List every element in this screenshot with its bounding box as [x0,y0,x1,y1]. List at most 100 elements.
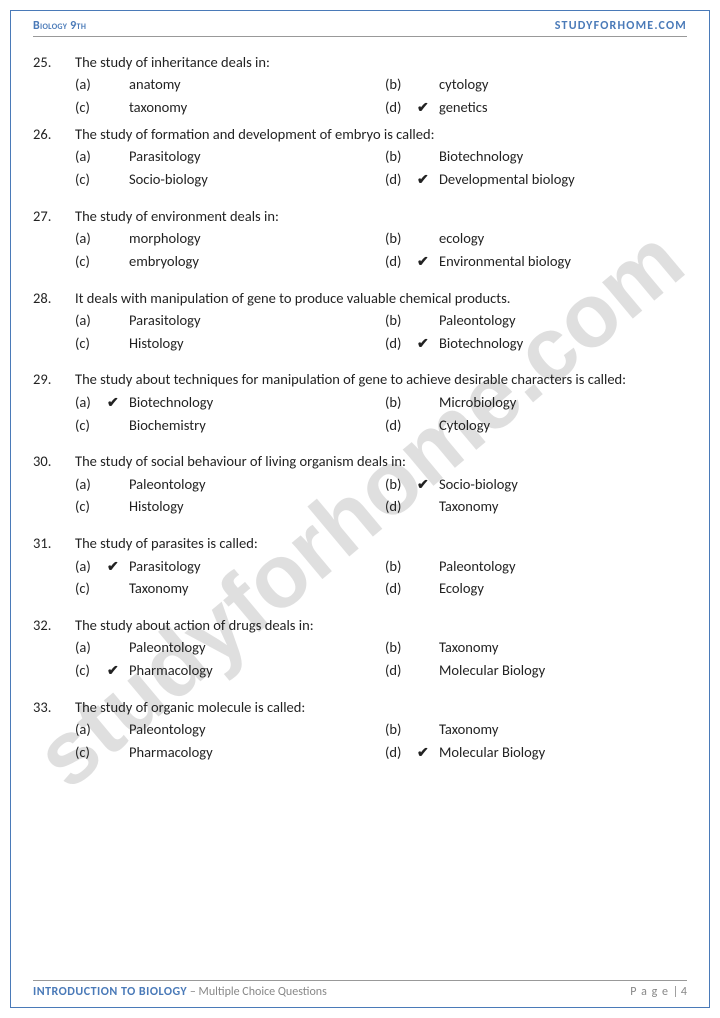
option: (d)✔genetics [385,96,675,119]
footer-page-label: P a g e [630,985,672,999]
check-icon: ✔ [107,660,125,682]
option-label: (a) [75,391,103,413]
option-value: Environmental biology [439,250,675,272]
option: (d)✔Developmental biology [385,168,675,191]
option: (b)✔Biotechnology [385,145,675,168]
question-text: The study of social behaviour of living … [75,450,687,472]
option: (a)✔morphology [75,227,385,250]
option-value: Biotechnology [439,332,675,354]
question-number: 33. [33,696,75,718]
question-number: 30. [33,450,75,472]
option-value: Socio-biology [439,473,675,495]
check-icon: ✔ [417,169,435,191]
footer-title: INTRODUCTION TO BIOLOGY – Multiple Choic… [33,985,327,999]
question-block: 29.The study about techniques for manipu… [33,368,687,436]
option: (a)✔Parasitology [75,555,385,578]
option-label: (c) [75,741,103,763]
question-text: The study about techniques for manipulat… [75,368,687,390]
option-label: (d) [385,96,413,118]
question-block: 27.The study of environment deals in:(a)… [33,205,687,273]
footer-pagenum: P a g e | 4 [630,985,687,999]
question-row: 30.The study of social behaviour of livi… [33,450,687,472]
question-row: 32.The study about action of drugs deals… [33,614,687,636]
option: (c)✔Taxonomy [75,577,385,600]
options-row: (a)✔anatomy(b)✔cytology(c)✔taxonomy(d)✔g… [33,73,687,118]
question-block: 32.The study about action of drugs deals… [33,614,687,682]
option-value: Paleontology [129,473,385,495]
option-label: (c) [75,414,103,436]
check-icon: ✔ [417,742,435,764]
option-value: Biotechnology [129,391,385,413]
option-label: (a) [75,309,103,331]
option-value: Socio-biology [129,168,385,190]
option-value: Histology [129,495,385,517]
option-label: (b) [385,145,413,167]
footer-title-main: INTRODUCTION TO BIOLOGY [33,985,187,999]
question-number: 28. [33,287,75,309]
option-value: Parasitology [129,555,385,577]
option: (c)✔Histology [75,332,385,355]
question-text: The study about action of drugs deals in… [75,614,687,636]
option-value: Paleontology [129,718,385,740]
footer-title-sub: – Multiple Choice Questions [187,985,327,999]
option-value: anatomy [129,73,385,95]
option-value: Taxonomy [439,636,675,658]
option-value: Ecology [439,577,675,599]
option-value: Developmental biology [439,168,675,190]
question-row: 26.The study of formation and developmen… [33,123,687,145]
option-label: (d) [385,414,413,436]
question-number: 26. [33,123,75,145]
option-label: (c) [75,577,103,599]
question-block: 30.The study of social behaviour of livi… [33,450,687,518]
option-value: Cytology [439,414,675,436]
option: (c)✔Biochemistry [75,414,385,437]
options-row: (a)✔Parasitology(b)✔Paleontology(c)✔Hist… [33,309,687,354]
question-text: The study of formation and development o… [75,123,687,145]
option-label: (d) [385,250,413,272]
option: (b)✔Paleontology [385,309,675,332]
options-row: (a)✔morphology(b)✔ecology(c)✔embryology(… [33,227,687,272]
option-label: (b) [385,636,413,658]
option: (b)✔Paleontology [385,555,675,578]
question-text: It deals with manipulation of gene to pr… [75,287,687,309]
check-icon: ✔ [417,251,435,273]
question-number: 25. [33,51,75,73]
option: (a)✔Paleontology [75,473,385,496]
option: (c)✔Pharmacology [75,659,385,682]
check-icon: ✔ [417,333,435,355]
option-label: (d) [385,332,413,354]
questions-list: 25.The study of inheritance deals in:(a)… [33,51,687,764]
option-label: (c) [75,168,103,190]
option-value: Histology [129,332,385,354]
option-value: morphology [129,227,385,249]
option-value: Biotechnology [439,145,675,167]
option-value: Parasitology [129,309,385,331]
option: (c)✔taxonomy [75,96,385,119]
question-row: 28.It deals with manipulation of gene to… [33,287,687,309]
option: (d)✔Cytology [385,414,675,437]
option: (b)✔cytology [385,73,675,96]
page-footer: INTRODUCTION TO BIOLOGY – Multiple Choic… [33,980,687,999]
option: (a)✔Parasitology [75,309,385,332]
option-value: Paleontology [129,636,385,658]
option: (d)✔Biotechnology [385,332,675,355]
header-left: Biology 9th [33,19,86,33]
option-label: (b) [385,73,413,95]
question-number: 31. [33,532,75,554]
question-block: 26.The study of formation and developmen… [33,123,687,191]
option-label: (a) [75,718,103,740]
option-label: (d) [385,741,413,763]
option-label: (d) [385,659,413,681]
question-number: 27. [33,205,75,227]
option: (d)✔Ecology [385,577,675,600]
option-label: (c) [75,495,103,517]
question-block: 28.It deals with manipulation of gene to… [33,287,687,355]
options-row: (a)✔Biotechnology(b)✔Microbiology(c)✔Bio… [33,391,687,436]
option: (a)✔anatomy [75,73,385,96]
option-label: (d) [385,577,413,599]
question-row: 33.The study of organic molecule is call… [33,696,687,718]
page-header: Biology 9th STUDYFORHOME.COM [33,19,687,37]
options-row: (a)✔Parasitology(b)✔Biotechnology(c)✔Soc… [33,145,687,190]
check-icon: ✔ [107,556,125,578]
footer-page-number: 4 [681,985,687,999]
